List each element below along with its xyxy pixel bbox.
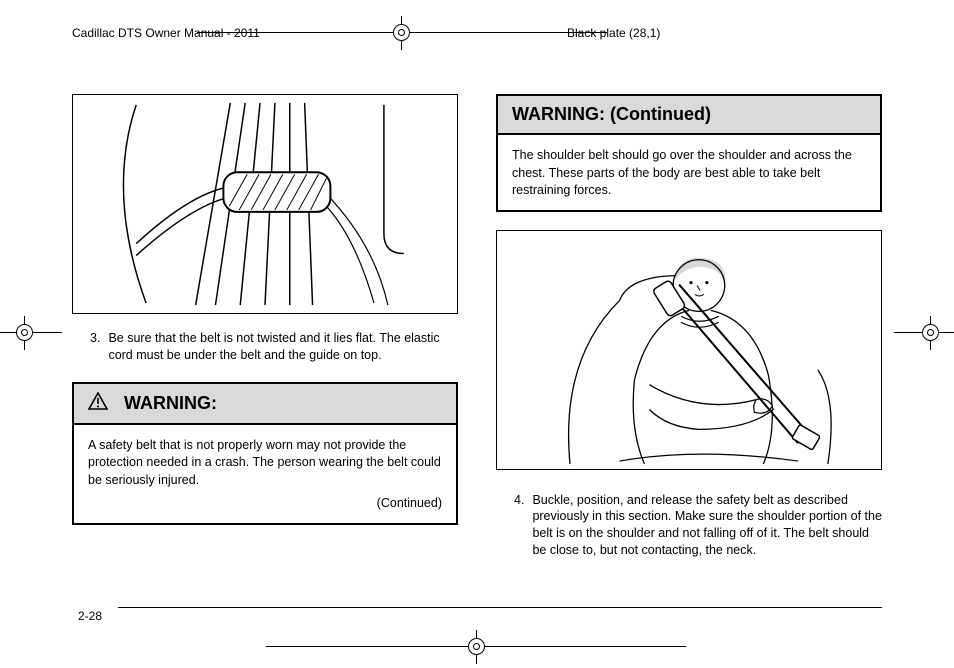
left-column: 3. Be sure that the belt is not twisted … (72, 94, 458, 577)
belt-guide-illustration (73, 95, 457, 313)
warning-heading: WARNING: (74, 384, 456, 425)
figure-shoulder-belt (496, 230, 882, 470)
warning-continued-text: The shoulder belt should go over the sho… (512, 147, 866, 200)
page-number: 2-28 (78, 609, 102, 623)
warning-body-text: A safety belt that is not properly worn … (88, 437, 442, 490)
step-3: 3. Be sure that the belt is not twisted … (90, 330, 458, 364)
header-left: Cadillac DTS Owner Manual - 2011 (72, 26, 387, 40)
shoulder-belt-illustration (497, 231, 881, 469)
header-row: Cadillac DTS Owner Manual - 2011 Black p… (72, 18, 882, 48)
step-3-number: 3. (90, 330, 100, 364)
warning-continued-body: The shoulder belt should go over the sho… (498, 135, 880, 210)
warning-continued-box: WARNING: (Continued) The shoulder belt s… (496, 94, 882, 212)
registration-mark-bottom (462, 632, 492, 662)
step-3-text: Be sure that the belt is not twisted and… (108, 330, 458, 364)
warning-continued-heading: WARNING: (Continued) (498, 96, 880, 135)
warning-title: WARNING: (124, 393, 217, 414)
step-4-text: Buckle, position, and release the safety… (532, 492, 882, 560)
manual-page: Cadillac DTS Owner Manual - 2011 Black p… (0, 0, 954, 668)
spacer (496, 212, 882, 230)
warning-triangle-icon (88, 392, 108, 415)
header-right: Black plate (28,1) (417, 26, 882, 40)
warning-box: WARNING: A safety belt that is not prope… (72, 382, 458, 525)
step-4-number: 4. (514, 492, 524, 560)
step-4: 4. Buckle, position, and release the saf… (514, 492, 882, 560)
registration-mark-right (916, 318, 946, 348)
warning-continued-label: (Continued) (88, 495, 442, 513)
registration-mark-left (10, 318, 40, 348)
figure-belt-guide (72, 94, 458, 314)
registration-mark-top (387, 18, 417, 48)
content-columns: 3. Be sure that the belt is not twisted … (72, 94, 882, 577)
footer-rule (118, 607, 882, 608)
right-column: WARNING: (Continued) The shoulder belt s… (496, 94, 882, 577)
warning-continued-title: WARNING: (Continued) (512, 104, 711, 125)
warning-body: A safety belt that is not properly worn … (74, 425, 456, 523)
